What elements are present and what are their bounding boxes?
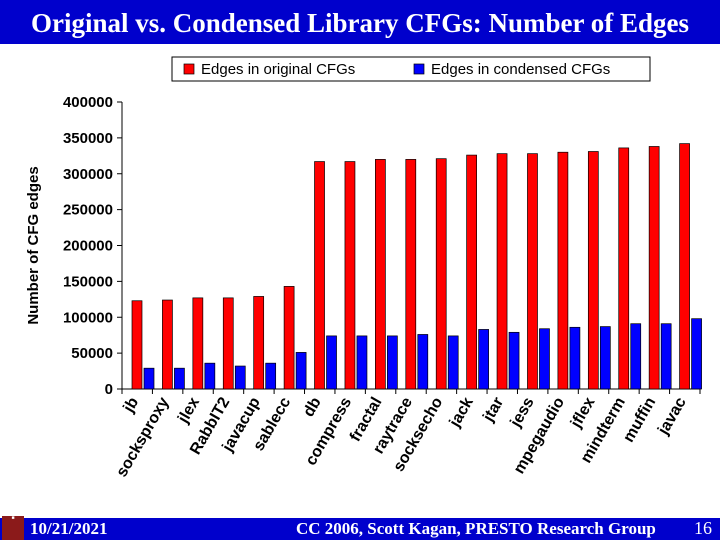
y-tick-label: 150000 (63, 273, 113, 290)
bar-original (466, 154, 477, 390)
bar-original (618, 147, 630, 390)
bar-condensed (387, 335, 398, 390)
x-tick-label: javac (655, 394, 690, 438)
bar-condensed (691, 318, 702, 390)
legend-swatch-condensed (413, 63, 425, 75)
footer-text: CC 2006, Scott Kagan, PRESTO Research Gr… (296, 519, 656, 538)
bar-original (162, 299, 173, 390)
bar-original (375, 159, 386, 390)
legend-label-original: Edges in original CFGs (201, 61, 355, 78)
bar-condensed (447, 335, 459, 390)
bar-condensed (234, 365, 246, 390)
bar-original (496, 153, 508, 390)
bar-condensed (265, 362, 277, 390)
bar-condensed (326, 335, 337, 390)
bar-original (648, 146, 660, 390)
x-tick-label: jess (507, 394, 538, 430)
y-axis-title: Number of CFG edges (25, 166, 42, 324)
y-tick-label: 400000 (63, 94, 113, 111)
bar-chart: 0 50000 100000 150000 200000 250000 300000 3500… (25, 56, 702, 480)
bar-original (405, 159, 417, 390)
y-tick-label: 100000 (63, 309, 113, 326)
bar-original (679, 143, 690, 390)
bar-original (131, 300, 143, 390)
title-bar (0, 0, 720, 44)
bar-condensed (143, 367, 155, 390)
bar-condensed (508, 331, 520, 390)
y-tick-label: 200000 (63, 238, 113, 255)
bar-condensed (599, 326, 611, 390)
bar-original (283, 286, 295, 390)
bar-condensed (660, 323, 672, 390)
bar-condensed (478, 329, 489, 390)
y-tick-label: 300000 (63, 166, 113, 183)
y-tick-label: 50000 (71, 345, 113, 362)
y-tick-label: 0 (105, 381, 113, 398)
y-tick-label: 350000 (63, 130, 113, 147)
bar-original (527, 153, 538, 390)
bar-original (314, 161, 325, 390)
footer-bar (0, 518, 720, 540)
bar-original (192, 297, 204, 390)
legend-swatch-original (183, 63, 195, 75)
x-tick-label: jflex (567, 394, 598, 431)
presto-logo-icon: ■ (2, 516, 24, 540)
x-tick-label: jack (446, 394, 477, 430)
bar-condensed (539, 328, 550, 390)
bar-condensed (417, 334, 429, 390)
bar-condensed (569, 326, 581, 390)
slide-title: Original vs. Condensed Library CFGs: Num… (30, 8, 690, 38)
x-tick-label: db (300, 394, 325, 420)
y-tick-label: 250000 (63, 202, 113, 219)
x-tick-label: jb (120, 394, 142, 416)
bar-original (557, 151, 569, 390)
bar-condensed (295, 352, 307, 390)
bar-condensed (356, 335, 368, 390)
x-tick-label: jtar (480, 395, 508, 426)
bar-original (435, 158, 447, 390)
x-tick-label: jlex (174, 394, 203, 427)
chart-legend (171, 56, 651, 82)
bar-original (253, 296, 265, 390)
bar-condensed (630, 323, 642, 390)
legend-label-condensed: Edges in condensed CFGs (431, 61, 610, 78)
bar-original (587, 151, 599, 390)
bar-condensed (174, 367, 185, 390)
bar-original (344, 161, 356, 390)
bar-condensed (204, 362, 216, 390)
page-number: 16 (694, 518, 712, 538)
footer-date: 10/21/2021 (30, 519, 108, 538)
bar-original (222, 297, 234, 390)
